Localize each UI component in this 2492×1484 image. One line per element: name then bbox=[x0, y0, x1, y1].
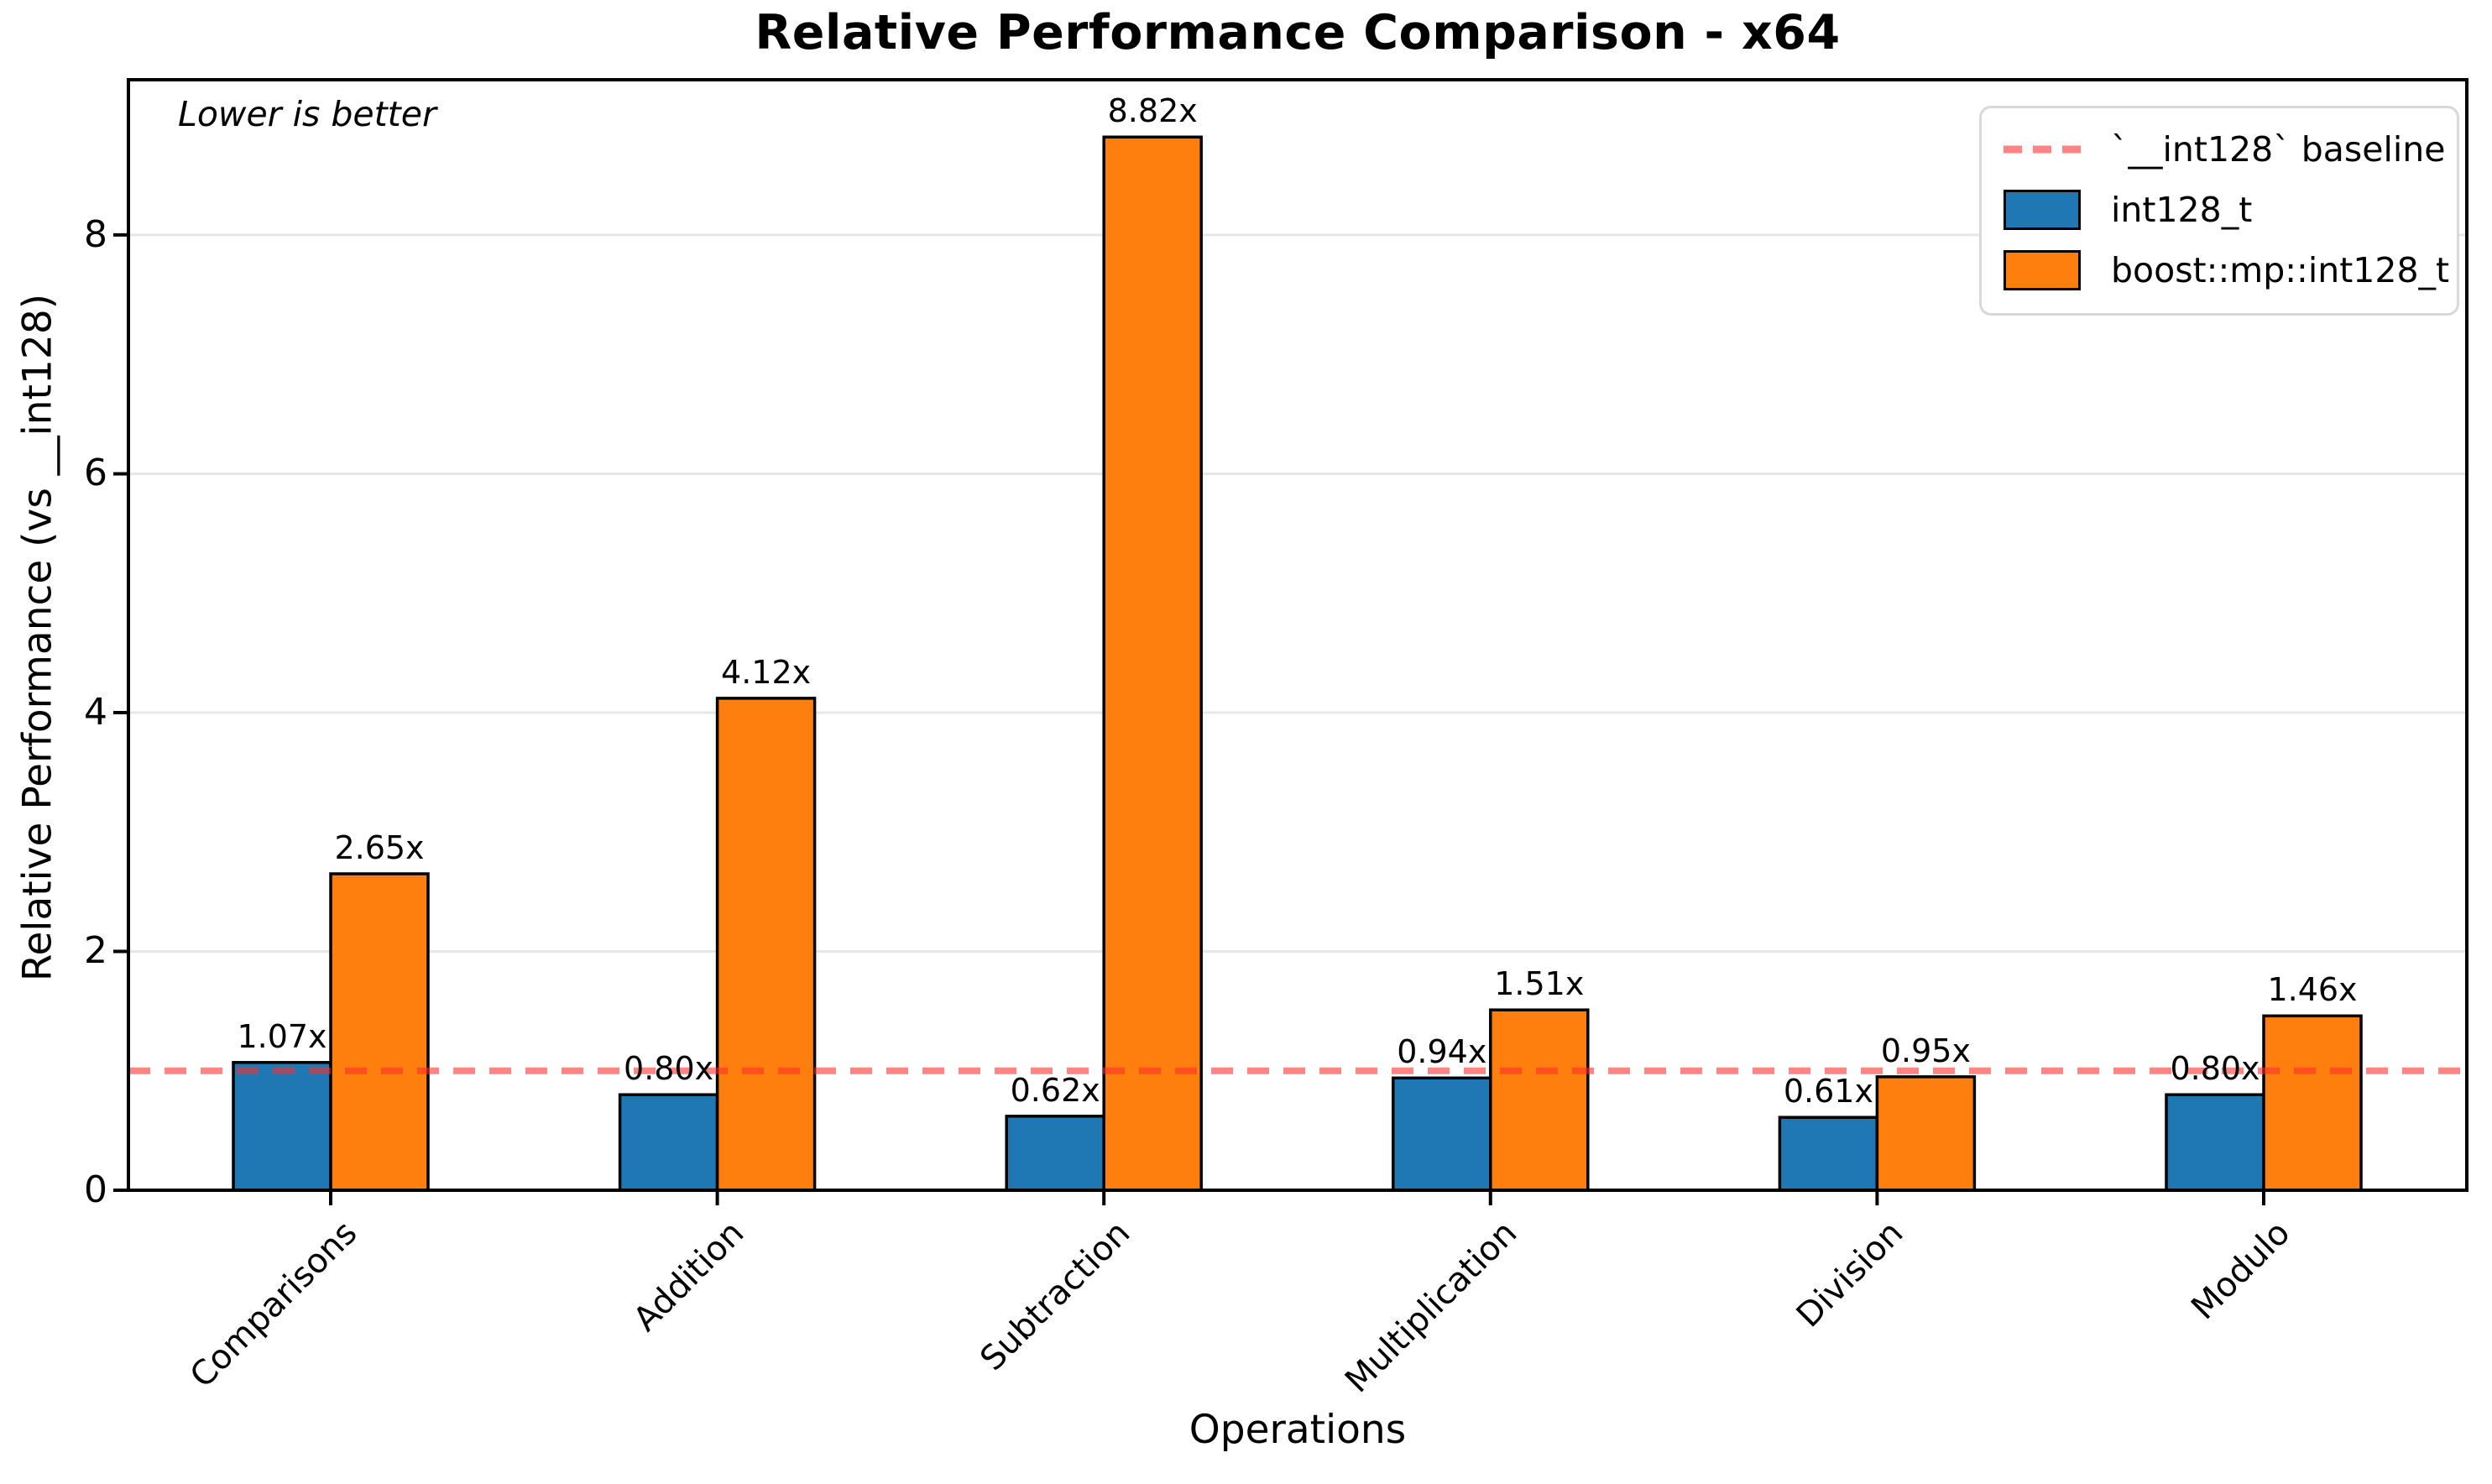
plot-border bbox=[127, 78, 2468, 1192]
legend-label-int128-t: int128_t bbox=[2111, 190, 2253, 230]
bar-value-label-subtraction-s1: 8.82x bbox=[1107, 92, 1198, 130]
legend-label-baseline: `__int128` baseline bbox=[2111, 129, 2446, 170]
bar-value-label-modulo-s1: 1.46x bbox=[2267, 971, 2358, 1009]
bar-value-label-comparisons-s0: 1.07x bbox=[237, 1017, 327, 1055]
legend: `__int128` baseline int128_t boost::mp::… bbox=[1979, 106, 2459, 316]
bar-value-label-multiplication-s0: 0.94x bbox=[1397, 1033, 1487, 1071]
bar-int128-t-comparisons bbox=[232, 1061, 332, 1192]
bar-boost-mp-int128-t-division bbox=[1875, 1075, 1977, 1192]
legend-item-baseline: `__int128` baseline bbox=[2004, 125, 2445, 174]
y-tick-label-4: 4 bbox=[84, 690, 107, 734]
annotation-lower-is-better: Lower is better bbox=[178, 94, 436, 134]
boost-int128-t-color-swatch bbox=[2004, 250, 2081, 290]
bar-value-label-addition-s0: 0.80x bbox=[624, 1050, 714, 1088]
bar-boost-mp-int128-t-subtraction bbox=[1102, 135, 1203, 1192]
bar-int128-t-subtraction bbox=[1005, 1115, 1105, 1192]
bar-value-label-comparisons-s1: 2.65x bbox=[334, 829, 425, 867]
bar-boost-mp-int128-t-multiplication bbox=[1489, 1008, 1590, 1192]
y-tick-label-2: 2 bbox=[84, 929, 107, 973]
y-tick-label-0: 0 bbox=[84, 1168, 107, 1211]
bar-value-label-division-s1: 0.95x bbox=[1880, 1032, 1971, 1069]
bar-value-label-multiplication-s1: 1.51x bbox=[1494, 965, 1585, 1003]
y-axis-label: Relative Performance (vs __int128) bbox=[14, 293, 61, 982]
legend-label-boost-int128-t: boost::mp::int128_t bbox=[2111, 250, 2450, 290]
bar-value-label-addition-s1: 4.12x bbox=[721, 653, 812, 691]
bar-boost-mp-int128-t-modulo bbox=[2262, 1014, 2363, 1192]
bar-boost-mp-int128-t-comparisons bbox=[329, 872, 430, 1192]
int128-t-color-swatch bbox=[2004, 190, 2081, 230]
x-axis-label: Operations bbox=[1189, 1407, 1407, 1453]
bar-value-label-modulo-s0: 0.80x bbox=[2170, 1050, 2260, 1088]
chart-title: Relative Performance Comparison - x64 bbox=[755, 5, 1841, 60]
bar-int128-t-division bbox=[1778, 1116, 1879, 1192]
bar-int128-t-multiplication bbox=[1392, 1076, 1492, 1192]
y-tick-label-8: 8 bbox=[84, 212, 107, 256]
baseline-dash-swatch bbox=[2004, 145, 2081, 154]
bar-value-label-division-s0: 0.61x bbox=[1783, 1073, 1873, 1110]
bar-int128-t-addition bbox=[618, 1093, 719, 1192]
bar-value-label-subtraction-s0: 0.62x bbox=[1010, 1071, 1100, 1109]
legend-item-int128-t: int128_t bbox=[2004, 186, 2435, 234]
bar-boost-mp-int128-t-addition bbox=[715, 697, 817, 1192]
legend-item-boost-int128-t: boost::mp::int128_t bbox=[2004, 246, 2449, 295]
bar-int128-t-modulo bbox=[2165, 1093, 2265, 1192]
y-tick-label-6: 6 bbox=[84, 452, 107, 495]
